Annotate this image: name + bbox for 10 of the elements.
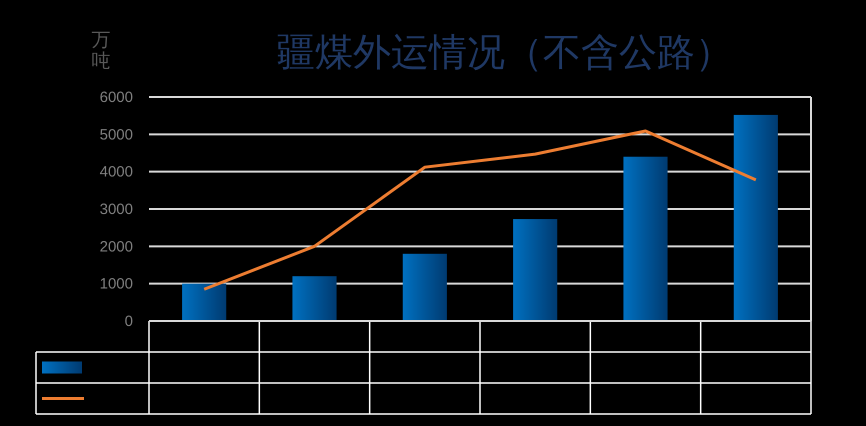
y-tick-label: 2000 xyxy=(100,238,133,256)
line-series xyxy=(202,129,758,291)
y-tick-label: 6000 xyxy=(100,89,133,106)
y-tick-label: 4000 xyxy=(100,164,133,181)
y-axis-title: 万吨 xyxy=(92,30,110,72)
y-tick-label: 5000 xyxy=(100,126,133,144)
chart-title: 疆煤外运情况（不含公路） xyxy=(277,32,733,74)
y-tick-label: 3000 xyxy=(100,201,133,218)
y-tick-label: 0 xyxy=(124,313,133,330)
y-tick-label: 1000 xyxy=(100,276,133,293)
